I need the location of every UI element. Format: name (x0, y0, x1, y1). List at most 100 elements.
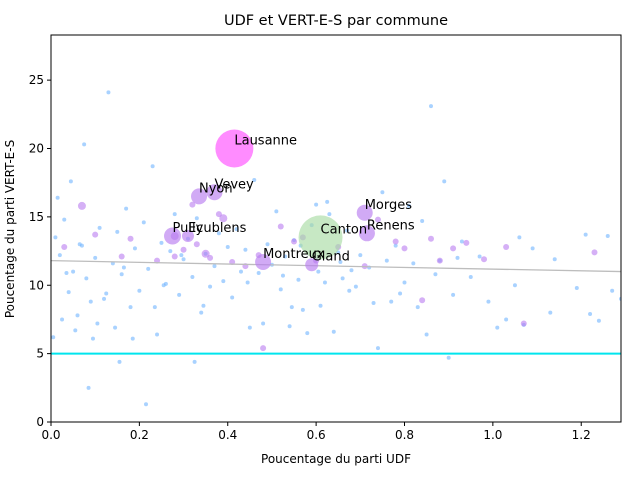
scatter-point (121, 265, 126, 270)
scatter-point (180, 246, 187, 253)
point-label: Montreux (263, 247, 325, 262)
annotated-point (356, 204, 373, 221)
scatter-point (117, 359, 122, 364)
scatter-point (77, 242, 82, 247)
scatter-point (291, 238, 298, 245)
scatter-point (375, 346, 380, 351)
scatter-point (132, 246, 137, 251)
scatter-point (433, 272, 438, 277)
scatter-point (93, 255, 98, 260)
scatter-point (256, 270, 261, 275)
annotated-point (215, 129, 254, 168)
scatter-point (596, 318, 601, 323)
scatter-point (451, 292, 456, 297)
scatter-point (411, 261, 416, 266)
annotated-point (191, 188, 208, 205)
x-axis-label: Poucentage du parti UDF (261, 452, 411, 466)
annotated-point (206, 184, 223, 201)
point-label: Pully (173, 221, 204, 236)
scatter-point (212, 264, 217, 269)
scatter-point (88, 299, 93, 304)
scatter-point (459, 239, 464, 244)
annotated-point (305, 258, 319, 272)
point-label: Ecublens (188, 221, 247, 236)
scatter-point (113, 325, 118, 330)
chart-title: UDF et VERT-E-S par commune (224, 13, 448, 29)
scatter-point (260, 345, 267, 352)
scatter-point (392, 238, 399, 245)
x-tick-label: 1.0 (483, 428, 502, 442)
scatter-point (55, 195, 60, 200)
scatter-point (349, 268, 354, 273)
scatter-point (530, 246, 535, 251)
scatter-point (95, 321, 100, 326)
data-layer (51, 90, 621, 407)
scatter-point (389, 299, 394, 304)
scatter-point (512, 283, 517, 288)
scatter-point (384, 258, 389, 263)
scatter-point (102, 296, 107, 301)
scatter-point (53, 235, 58, 240)
scatter-point (124, 206, 129, 211)
scatter-point (463, 239, 470, 246)
scatter-point (468, 275, 473, 280)
scatter-point (201, 303, 206, 308)
trend-line (51, 259, 621, 273)
scatter-point (230, 295, 235, 300)
scatter-point (583, 232, 588, 237)
scatter-point (420, 218, 425, 223)
scatter-point (406, 203, 411, 208)
scatter-point (520, 320, 527, 327)
scatter-point (318, 303, 323, 308)
scatter-point (605, 234, 610, 239)
scatter-point (353, 284, 358, 289)
scatter-point (193, 241, 200, 248)
scatter-point (477, 254, 482, 259)
scatter-point (300, 307, 305, 312)
scatter-point (201, 249, 210, 258)
scatter-point (504, 317, 509, 322)
scatter-point (245, 280, 250, 285)
scatter-point (57, 253, 62, 258)
scatter-point (316, 269, 321, 274)
scatter-point (208, 284, 213, 289)
scatter-point (115, 229, 120, 234)
scatter-point (265, 242, 270, 247)
scatter-point (277, 223, 284, 230)
scatter-point (314, 202, 319, 207)
y-tick-label: 20 (29, 142, 44, 156)
scatter-point (104, 291, 109, 296)
y-tick-label: 5 (36, 347, 44, 361)
scatter-point (168, 249, 173, 254)
x-tick-label: 0.2 (130, 428, 149, 442)
scatter-point (278, 287, 283, 292)
scatter-point (588, 311, 593, 316)
y-tick-label: 15 (29, 210, 44, 224)
scatter-point (424, 332, 429, 337)
scatter-point (243, 247, 248, 252)
scatter-point (450, 245, 457, 252)
scatter-point (118, 253, 125, 260)
x-tick-label: 0.0 (41, 428, 60, 442)
scatter-point (128, 305, 133, 310)
scatter-point (548, 310, 553, 315)
scatter-point (247, 325, 252, 330)
scatter-point (144, 402, 148, 407)
scatter-point (358, 253, 363, 258)
scatter-point (446, 355, 451, 360)
scatter-point (146, 266, 151, 271)
scatter-point (77, 201, 86, 210)
scatter-point (517, 235, 522, 240)
annotated-point (298, 215, 343, 260)
scatter-point (442, 179, 447, 184)
y-tick-label: 10 (29, 278, 44, 292)
scatter-point (283, 254, 288, 259)
scatter-point (347, 288, 352, 293)
scatter-point (322, 280, 327, 285)
scatter-point (305, 331, 310, 336)
scatter-point (190, 275, 195, 280)
scatter-point (428, 235, 434, 242)
scatter-point (192, 359, 197, 364)
